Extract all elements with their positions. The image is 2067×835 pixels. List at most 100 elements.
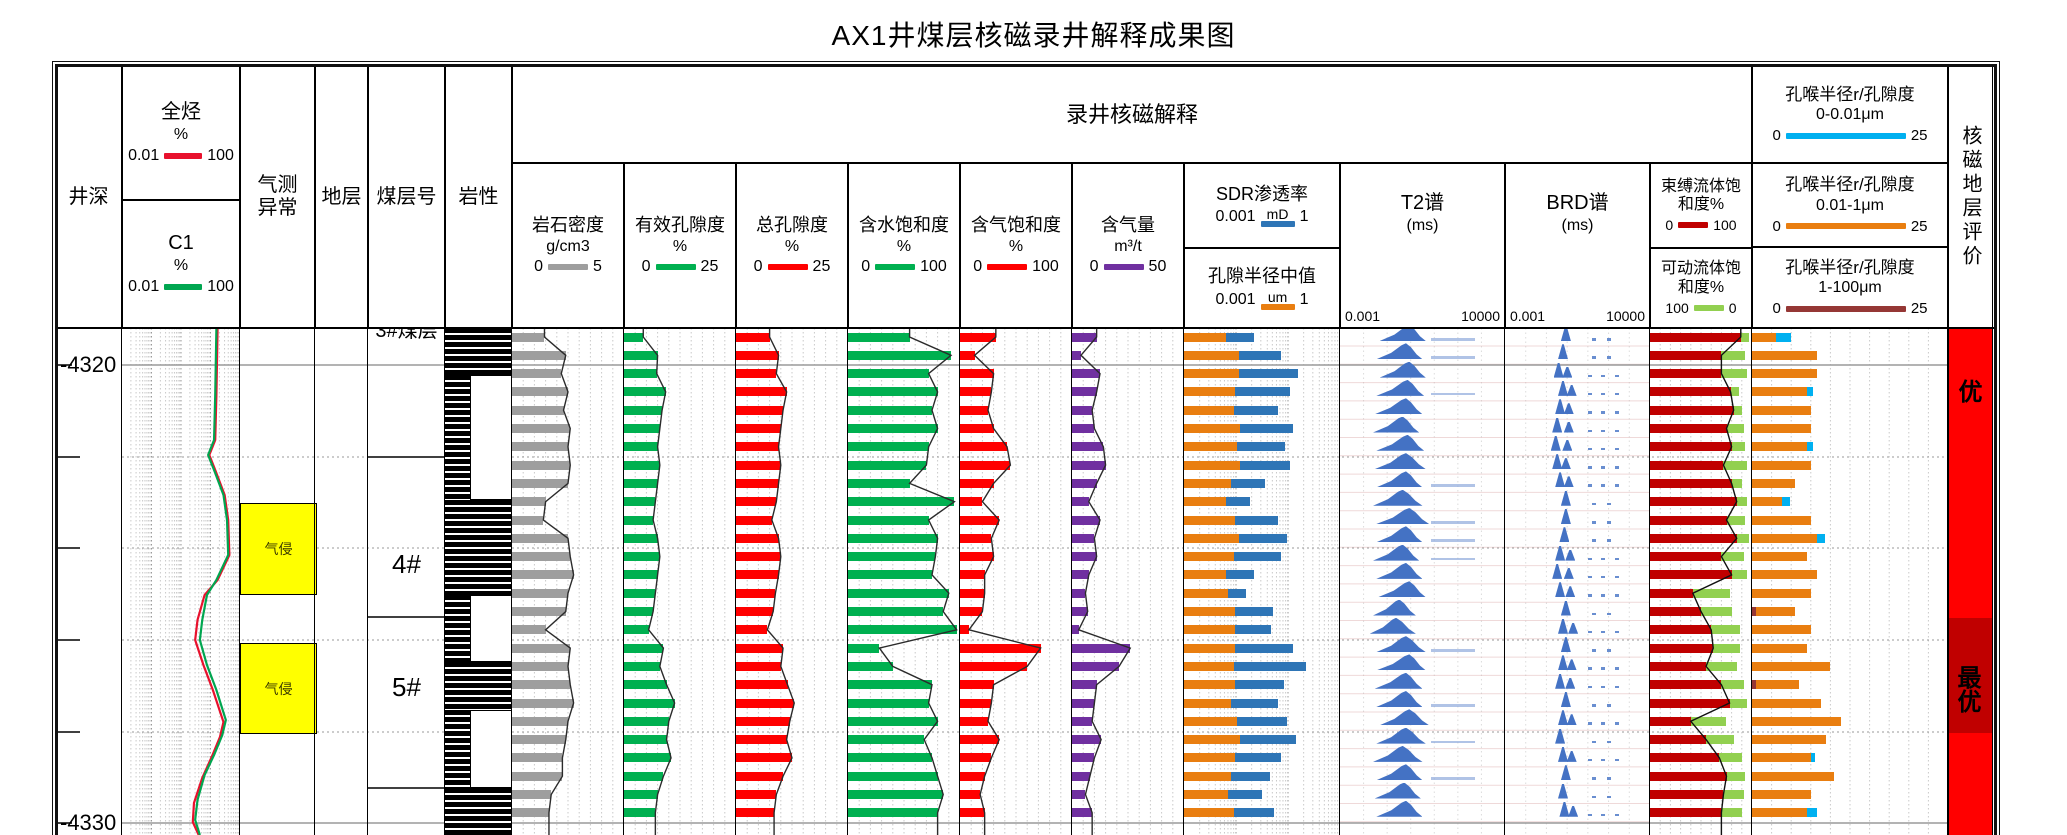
brd-spectrum-dot <box>1615 557 1620 561</box>
brd-spectrum-dot <box>1615 447 1620 451</box>
bound-fluid-bar <box>1650 808 1722 818</box>
pore-throat-orange-bar <box>1752 332 1776 342</box>
brd-spectrum-dot <box>1600 392 1605 396</box>
density-bar <box>512 716 568 726</box>
brd-spectrum-peak <box>1560 765 1571 781</box>
gas-invasion-box: 气侵 <box>240 503 317 595</box>
header-sdr-permeability: SDR渗透率 0.001 mD 1 <box>1184 163 1340 248</box>
sdr-perm-bar <box>1240 424 1294 433</box>
eff-porosity-bar <box>624 698 675 708</box>
evaluation-block <box>1948 328 1993 618</box>
sg-bar <box>960 552 994 562</box>
total-porosity-bar <box>736 533 779 543</box>
eff-porosity-bar <box>624 771 664 781</box>
brd-spectrum-dot <box>1587 466 1592 469</box>
header-coal-seam-no: 煤层号 <box>368 66 445 328</box>
sg-bar <box>960 753 992 763</box>
gas-content-bar <box>1072 680 1097 690</box>
brd-spectrum-peak <box>1568 622 1579 634</box>
total-porosity-bar <box>736 515 772 525</box>
track-border <box>1751 328 1752 835</box>
brd-spectrum-peak <box>1558 380 1568 396</box>
depth-label: -4330 <box>60 810 117 835</box>
brd-spectrum-dot <box>1592 539 1596 542</box>
total-porosity-bar <box>736 387 787 397</box>
pore-throat-darkred-bar <box>1752 680 1756 690</box>
brd-spectrum-dot <box>1587 429 1592 432</box>
sw-bar <box>848 570 932 580</box>
pore-throat-orange-bar <box>1752 716 1841 726</box>
eff-porosity-bar <box>624 350 658 360</box>
brd-spectrum-dot <box>1606 539 1611 542</box>
gas-content-bar <box>1072 424 1095 433</box>
header-lithology: 岩性 <box>445 66 512 328</box>
track-border <box>847 328 848 835</box>
sg-bar <box>960 332 996 342</box>
track-border <box>444 328 445 835</box>
pore-median-bar <box>1184 424 1241 433</box>
header-nmr-evaluation: 核磁地层评价 <box>1948 66 1993 328</box>
total-porosity-bar <box>736 716 790 726</box>
bound-fluid-bar <box>1650 332 1741 342</box>
pore-throat-orange-bar <box>1752 497 1782 507</box>
sdr-perm-bar <box>1230 478 1266 488</box>
brd-spectrum-dot <box>1615 466 1620 469</box>
brd-spectrum-dot <box>1600 722 1605 725</box>
brd-spectrum-peak <box>1550 435 1561 451</box>
brd-spectrum-peak <box>1559 801 1570 817</box>
density-bar <box>512 643 571 653</box>
brd-spectrum-dot <box>1587 575 1592 579</box>
brd-spectrum-peak <box>1558 618 1568 634</box>
header-c1: C1 % 0.01 100 <box>122 200 240 328</box>
sdr-perm-bar <box>1237 716 1287 726</box>
bound-fluid-bar <box>1650 790 1724 799</box>
gas-content-bar <box>1072 387 1097 397</box>
brd-spectrum-dot <box>1615 374 1620 378</box>
sg-bar <box>960 369 994 379</box>
total-porosity-bar <box>736 570 779 580</box>
brd-spectrum-dot <box>1600 557 1605 561</box>
lithology-coal-block <box>445 328 512 375</box>
sw-bar <box>848 716 938 726</box>
pore-throat-orange-bar <box>1752 478 1796 488</box>
brd-spectrum-dot <box>1606 338 1611 341</box>
total-porosity-bar <box>736 661 781 671</box>
sdr-perm-bar <box>1233 552 1281 562</box>
brd-spectrum-peak <box>1560 509 1571 524</box>
density-bar <box>512 387 568 397</box>
lithology-coal-block <box>445 595 470 662</box>
sdr-perm-bar <box>1226 332 1255 342</box>
sw-bar <box>848 588 949 598</box>
total-porosity-bar <box>736 680 788 690</box>
pore-median-bar <box>1184 625 1236 635</box>
pore-throat-orange-bar <box>1752 698 1821 708</box>
gas-content-bar <box>1072 625 1079 635</box>
track-swatch <box>1103 264 1144 271</box>
pore-median-bar <box>1184 442 1238 452</box>
pore-median-bar <box>1184 405 1234 415</box>
gas-content-bar <box>1072 570 1089 580</box>
track-border <box>959 328 960 835</box>
brd-spectrum-dot <box>1592 338 1596 341</box>
brd-spectrum-dot <box>1592 740 1596 744</box>
t2-spectrum-streak <box>1430 338 1476 341</box>
brd-spectrum-dot <box>1587 722 1592 725</box>
brd-spectrum-dot <box>1615 722 1620 725</box>
density-bar <box>512 588 568 598</box>
brd-spectrum-dot <box>1592 521 1596 524</box>
eff-porosity-bar <box>624 625 649 635</box>
header-total-hydrocarbon: 全烃 % 0.01 100 <box>122 66 240 200</box>
t2-spectrum-streak <box>1430 777 1476 780</box>
movable-fluid-bar <box>1729 698 1747 708</box>
header-stratum: 地层 <box>315 66 368 328</box>
movable-swatch <box>1693 304 1724 311</box>
brd-spectrum-peak <box>1555 582 1566 598</box>
brd-spectrum-dot <box>1615 758 1620 762</box>
track-border <box>1071 328 1072 835</box>
sdr-perm-bar <box>1235 753 1281 763</box>
eff-porosity-bar <box>624 478 658 488</box>
bound-fluid-bar <box>1650 387 1731 397</box>
gas-content-bar <box>1072 497 1089 507</box>
pore-throat-cyan-bar <box>1806 808 1818 818</box>
sg-bar <box>960 680 994 690</box>
